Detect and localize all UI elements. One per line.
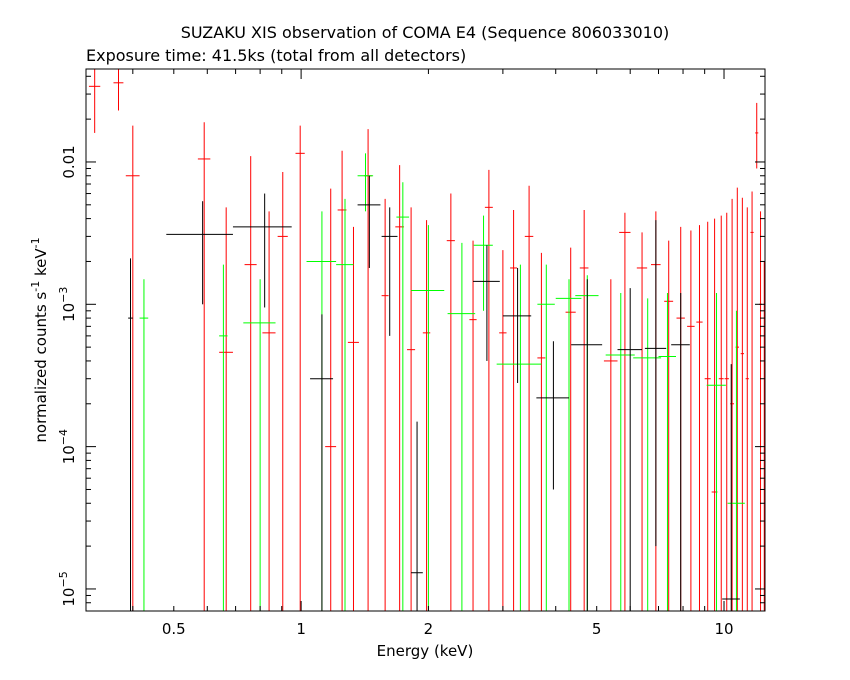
data-point xyxy=(750,191,754,611)
data-point xyxy=(396,182,410,611)
chart-subtitle: Exposure time: 41.5ks (total from all de… xyxy=(86,46,466,65)
data-point xyxy=(722,364,740,611)
data-point xyxy=(336,198,354,611)
data-point xyxy=(219,264,228,611)
data-point xyxy=(473,215,493,311)
data-point xyxy=(636,232,648,611)
y-label-exp-2: -1 xyxy=(29,237,42,248)
tick-layer: 0.5 1 2 5 10 10−5 10−4 10−3 0.01 xyxy=(57,69,765,638)
data-point xyxy=(447,242,476,611)
data-point xyxy=(411,225,445,611)
data-point xyxy=(473,245,500,361)
data-point xyxy=(603,279,618,611)
data-point xyxy=(617,288,643,611)
data-point xyxy=(411,421,423,611)
data-point xyxy=(310,314,334,611)
data-point xyxy=(407,207,416,611)
data-point xyxy=(633,298,662,611)
data-point xyxy=(579,209,589,611)
data-point xyxy=(565,247,576,611)
data-point xyxy=(357,153,374,212)
data-point xyxy=(718,215,724,611)
y-tick-label: 10−4 xyxy=(57,429,78,464)
x-axis-label: Energy (keV) xyxy=(377,642,474,660)
data-point xyxy=(755,102,759,169)
data-point xyxy=(357,175,381,268)
x-tick-label: 0.5 xyxy=(162,620,186,638)
data-point xyxy=(496,264,542,611)
data-point xyxy=(484,169,493,611)
data-point xyxy=(499,250,507,611)
data-point xyxy=(219,207,233,611)
data-point xyxy=(446,193,455,611)
data-point xyxy=(125,125,140,611)
data-point xyxy=(696,225,703,611)
y-label-part-1: normalized counts s xyxy=(32,292,50,443)
series-3 xyxy=(128,175,740,611)
data-point xyxy=(262,211,276,611)
data-point xyxy=(325,188,337,611)
y-label-part-2: keV xyxy=(32,248,50,281)
data-point xyxy=(687,230,695,611)
y-axis-label: normalized counts s-1 keV-1 xyxy=(29,237,50,442)
data-point xyxy=(243,279,276,611)
y-tick-label: 10−5 xyxy=(57,571,78,606)
data-point xyxy=(295,125,305,611)
data-point xyxy=(306,211,337,611)
data-point xyxy=(664,240,674,611)
series-2 xyxy=(139,153,745,611)
data-point xyxy=(555,279,582,611)
data-point xyxy=(644,220,667,547)
data-point xyxy=(469,240,477,611)
data-point xyxy=(745,207,749,611)
data-point xyxy=(537,264,555,611)
data-point xyxy=(139,279,149,611)
data-point xyxy=(277,172,288,611)
data-point xyxy=(422,220,431,611)
data-point xyxy=(671,293,690,611)
data-point xyxy=(232,193,292,308)
data-point xyxy=(381,198,389,611)
data-point xyxy=(502,267,532,383)
data-point xyxy=(571,279,603,611)
data-point xyxy=(347,226,359,611)
data-point xyxy=(113,69,124,111)
data-point xyxy=(244,156,257,611)
data-point xyxy=(706,293,726,611)
data-point xyxy=(658,293,677,611)
data-point xyxy=(510,209,518,611)
data-point xyxy=(740,197,745,611)
data-point xyxy=(166,201,233,305)
x-tick-label: 2 xyxy=(424,620,434,638)
data-point xyxy=(128,258,133,611)
data-point xyxy=(88,69,101,133)
series-layer xyxy=(88,69,765,611)
x-tick-label: 10 xyxy=(714,620,733,638)
y-tick-label: 0.01 xyxy=(60,145,78,178)
data-point xyxy=(524,185,534,611)
tick-marks xyxy=(86,69,765,612)
plot-frame xyxy=(85,68,766,612)
data-point xyxy=(704,221,711,611)
x-tick-label: 1 xyxy=(296,620,306,638)
series-1 xyxy=(88,69,765,611)
data-point xyxy=(619,212,631,611)
data-point xyxy=(727,310,745,611)
y-label-exp-1: -1 xyxy=(29,281,42,292)
chart-title: SUZAKU XIS observation of COMA E4 (Seque… xyxy=(181,23,670,42)
data-point xyxy=(197,122,211,611)
x-tick-label: 5 xyxy=(592,620,602,638)
data-point xyxy=(536,341,570,490)
data-point xyxy=(759,211,763,611)
y-tick-label: 10−3 xyxy=(57,287,78,322)
data-point xyxy=(381,207,398,336)
data-point xyxy=(724,212,729,611)
data-point xyxy=(537,252,546,611)
